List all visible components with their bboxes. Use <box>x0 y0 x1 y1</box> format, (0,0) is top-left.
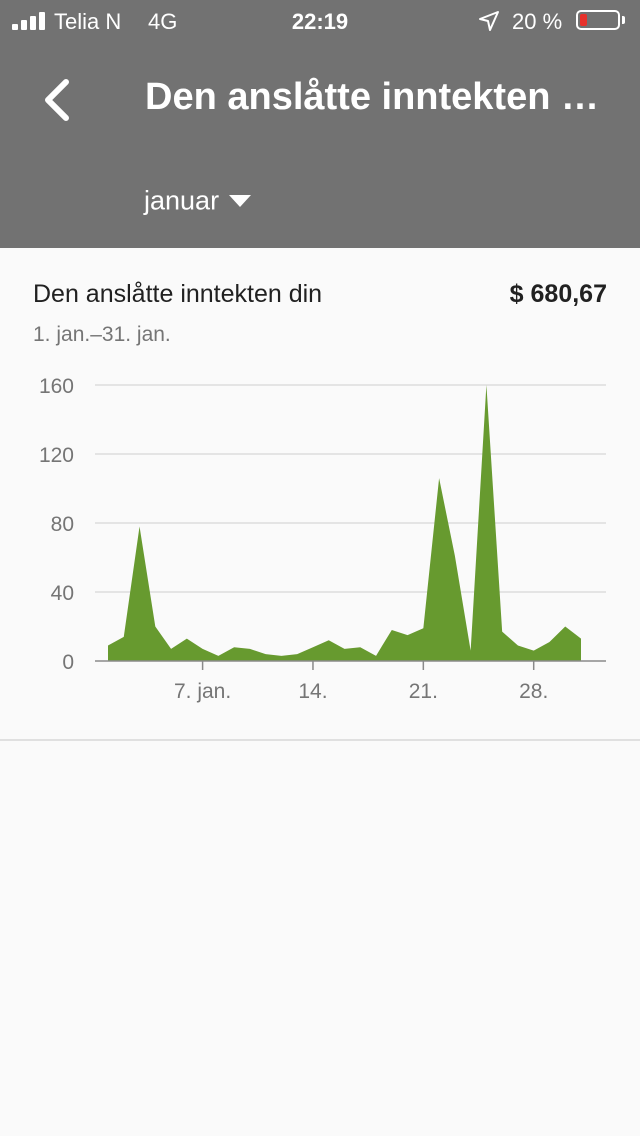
data-point <box>359 646 361 648</box>
data-point <box>375 655 377 657</box>
data-point <box>186 638 188 640</box>
data-point <box>438 477 440 479</box>
battery-percent: 20 % <box>512 9 563 34</box>
data-point <box>485 384 487 386</box>
x-tick-label: 7. jan. <box>174 680 231 703</box>
chevron-left-icon[interactable] <box>32 74 82 124</box>
data-point <box>217 655 219 657</box>
data-point <box>501 631 503 633</box>
earnings-chart: 0 40 80 120 160 7. jan. 14. 21. 28. <box>39 375 606 703</box>
battery-nub <box>622 16 625 24</box>
page-title: Den anslåtte inntekten d... <box>145 76 615 118</box>
data-point <box>344 648 346 650</box>
network-type: 4G <box>148 9 178 34</box>
location-arrow-icon <box>479 11 499 31</box>
data-point <box>107 644 109 646</box>
earnings-total: $ 680,67 <box>509 280 607 308</box>
data-point <box>202 648 204 650</box>
data-point <box>233 646 235 648</box>
period-dropdown[interactable]: januar <box>144 184 252 218</box>
card-title: Den anslåtte inntekten din <box>33 280 323 308</box>
signal-icon <box>12 12 48 30</box>
data-point <box>170 648 172 650</box>
data-point <box>249 648 251 650</box>
period-value: januar <box>144 185 220 216</box>
status-time: 22:19 <box>291 9 349 34</box>
data-point <box>123 636 125 638</box>
data-point <box>564 626 566 628</box>
data-point <box>422 627 424 629</box>
y-tick-label: 0 <box>62 651 74 674</box>
data-point <box>280 655 282 657</box>
y-tick-label: 120 <box>39 444 74 467</box>
divider <box>0 739 640 741</box>
battery-icon <box>576 10 620 30</box>
x-tick-label: 14. <box>298 680 327 703</box>
data-point <box>296 653 298 655</box>
y-tick-label: 160 <box>39 375 74 398</box>
status-bar: Telia N 4G 22:19 20 % <box>0 0 640 44</box>
y-tick-label: 80 <box>51 513 74 536</box>
carrier-name: Telia N <box>54 9 122 34</box>
data-point <box>454 555 456 557</box>
data-point <box>470 650 472 652</box>
x-tick-label: 21. <box>409 680 438 703</box>
earnings-area-series <box>108 385 581 661</box>
data-point <box>533 650 535 652</box>
battery-level <box>580 14 587 26</box>
data-point <box>391 629 393 631</box>
data-point <box>139 525 141 527</box>
date-range: 1. jan.–31. jan. <box>33 323 171 346</box>
data-point <box>265 653 267 655</box>
y-tick-label: 40 <box>51 582 74 605</box>
data-point <box>548 641 550 643</box>
data-point <box>580 638 582 640</box>
data-point <box>154 626 156 628</box>
data-point <box>328 639 330 641</box>
data-point <box>407 634 409 636</box>
dropdown-triangle-icon <box>229 194 252 207</box>
data-point <box>312 646 314 648</box>
data-point <box>517 644 519 646</box>
app-bar: Den anslåtte inntekten d... januar <box>0 44 640 248</box>
x-tick-label: 28. <box>519 680 548 703</box>
